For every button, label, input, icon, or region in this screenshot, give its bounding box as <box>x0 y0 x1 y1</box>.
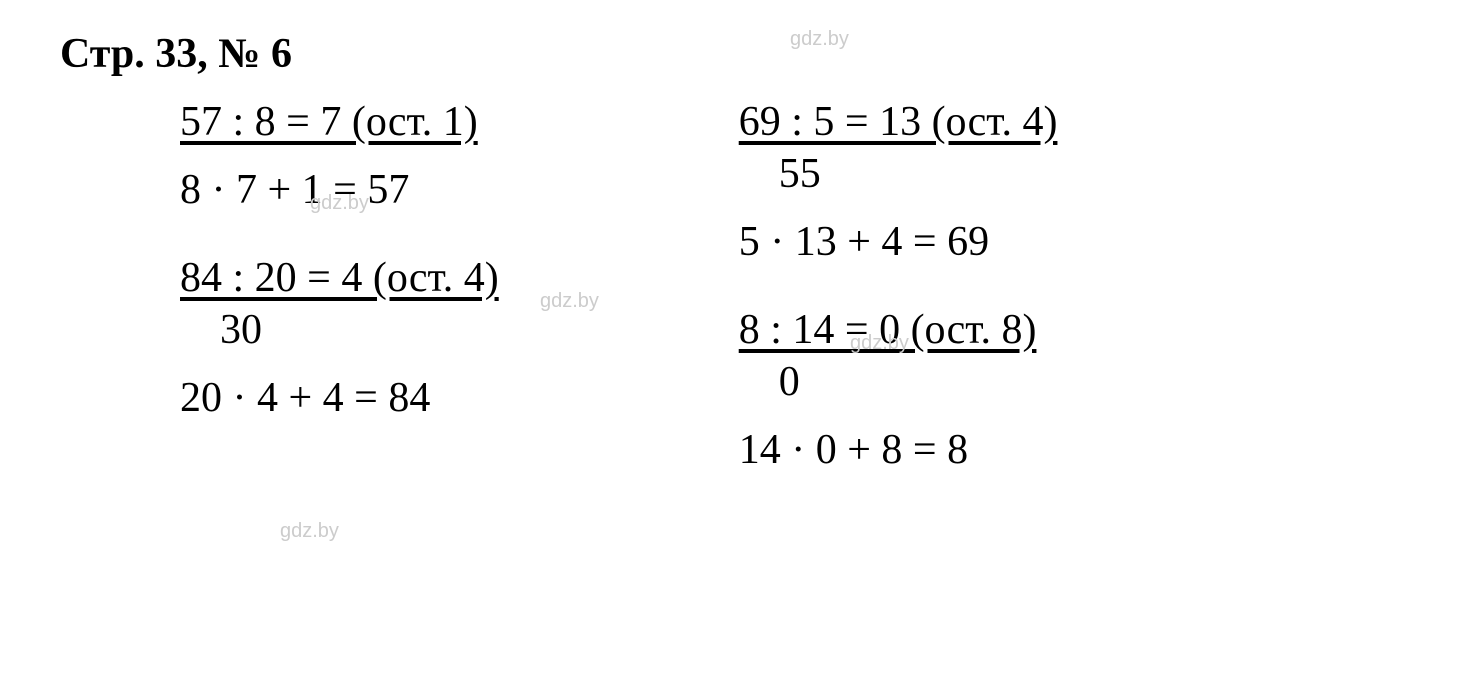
problem-1-main: 57 : 8 = 7 (ост. 1) <box>180 98 499 146</box>
problem-3: 84 : 20 = 4 (ост. 4) 30 20 · 4 + 4 = 84 <box>180 254 499 422</box>
problem-4-main: 8 : 14 = 0 (ост. 8) <box>739 306 1058 354</box>
problem-2-check: 5 · 13 + 4 = 69 <box>739 218 1058 266</box>
left-column: 57 : 8 = 7 (ост. 1) 8 · 7 + 1 = 57 84 : … <box>180 98 499 474</box>
problem-3-main: 84 : 20 = 4 (ост. 4) <box>180 254 499 302</box>
page-title: Стр. 33, № 6 <box>60 30 1397 78</box>
problem-2-sub: 55 <box>779 150 1058 198</box>
problem-3-check: 20 · 4 + 4 = 84 <box>180 374 499 422</box>
problem-2: 69 : 5 = 13 (ост. 4) 55 5 · 13 + 4 = 69 <box>739 98 1058 266</box>
problem-3-sub: 30 <box>220 306 499 354</box>
problem-4-check: 14 · 0 + 8 = 8 <box>739 426 1058 474</box>
watermark-text: gdz.by <box>280 520 339 543</box>
right-column: 69 : 5 = 13 (ост. 4) 55 5 · 13 + 4 = 69 … <box>739 98 1058 474</box>
problem-1-check: 8 · 7 + 1 = 57 <box>180 166 499 214</box>
problem-2-main: 69 : 5 = 13 (ост. 4) <box>739 98 1058 146</box>
problem-4-sub: 0 <box>779 358 1058 406</box>
content-container: 57 : 8 = 7 (ост. 1) 8 · 7 + 1 = 57 84 : … <box>180 98 1397 474</box>
problem-4: 8 : 14 = 0 (ост. 8) 0 14 · 0 + 8 = 8 <box>739 306 1058 474</box>
problem-1: 57 : 8 = 7 (ост. 1) 8 · 7 + 1 = 57 <box>180 98 499 214</box>
